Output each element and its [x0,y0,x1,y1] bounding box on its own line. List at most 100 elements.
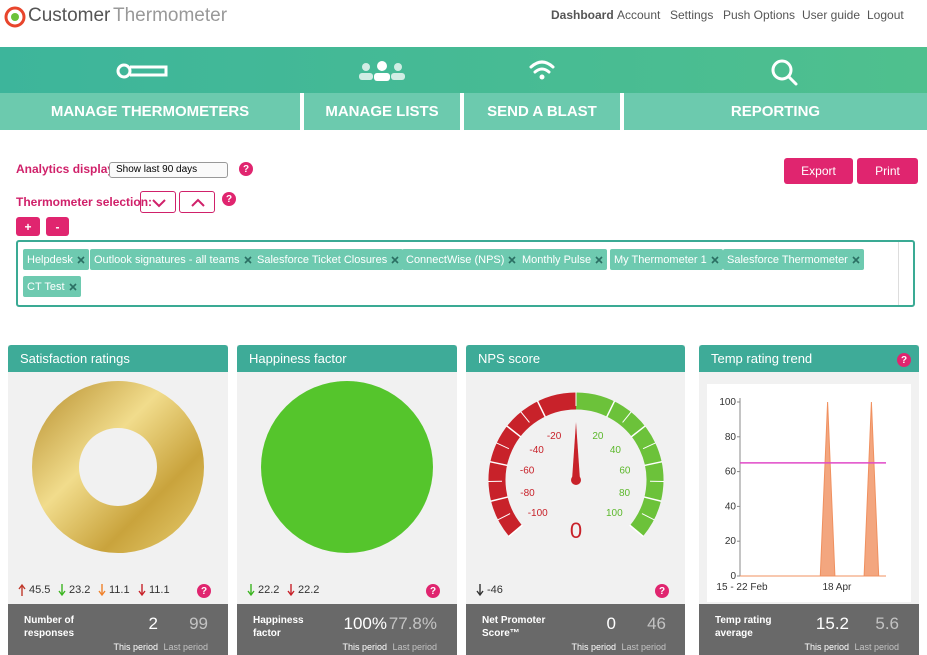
tag-label: Outlook signatures - all teams [94,253,240,266]
gauge-tick [644,460,663,467]
help-icon[interactable]: ? [222,192,236,206]
trend-arrow [247,584,255,597]
tag-remove[interactable] [240,255,252,265]
y-tick-label: 0 [730,571,736,582]
logo-ring [4,6,26,28]
nps-gauge: -100 -80 -60 -40-20 20 40 60 80 100 0 [488,392,664,543]
tag[interactable]: CT Test [23,276,81,297]
panel-footer: Net Promoter Score™ 0 46 This period Last pe… [466,604,685,655]
gauge-tick-label: 80 [619,488,631,499]
gauge-minor-tick [496,442,510,450]
arrow [58,584,66,597]
arrow [98,584,106,597]
arrow [287,584,295,597]
help-icon[interactable]: ? [426,584,440,598]
lists-icon-main [374,61,390,81]
tab[interactable]: MANAGE THERMOMETERS [0,93,300,130]
tag-label: Monthly Pulse [522,253,592,266]
tab[interactable]: MANAGE LISTS [304,93,460,130]
tab[interactable]: REPORTING [624,93,927,130]
tag[interactable]: Salesforce Thermometer [723,249,864,270]
period-select[interactable]: Show last 90 days [109,162,228,178]
tag-remove[interactable] [73,255,85,265]
tag-remove[interactable] [848,255,860,265]
help-icon[interactable]: ? [197,584,211,598]
logo-dot [11,13,19,21]
tag[interactable]: ConnectWise (NPS) [402,249,521,270]
nav-link[interactable]: Dashboard [551,8,614,22]
panel-footer: Number of responses 2 99 This period Last pe… [8,604,228,655]
tag-remove[interactable] [65,282,77,292]
y-tick-label: 80 [725,432,737,443]
print-button[interactable]: Print [857,158,918,184]
previous-value: 46 [647,614,666,633]
gauge-tick-label: 100 [606,508,623,519]
analytics-label: Analytics display: [16,162,119,176]
add-button[interactable]: + [16,217,40,236]
previous-value: 5.6 [875,614,899,633]
remove-x [77,255,85,264]
tag[interactable]: Helpdesk [23,249,89,270]
gauge-tick [606,400,616,418]
current-caption: This period [571,642,616,652]
y-tick-label: 40 [725,501,737,512]
help-icon[interactable]: ? [897,353,911,367]
pie-chart [261,381,433,553]
current-caption: This period [804,642,849,652]
tag-label: Helpdesk [27,253,73,266]
help-icon[interactable]: ? [655,584,669,598]
arrow-button[interactable] [179,191,215,213]
previous-caption: Last period [163,642,208,652]
tag-remove[interactable] [591,255,603,265]
tag[interactable]: My Thermometer 1 [610,249,723,270]
previous-caption: Last period [621,642,666,652]
panel: NPS score Net Promoter Score™ 0 46 This peri… [466,345,685,655]
stat-value: 23.2 [69,584,91,596]
arrow-button[interactable] [140,191,176,213]
x-tick-label: 18 Apr [822,582,852,593]
export-button[interactable]: Export [784,158,853,184]
stat-value: 11.1 [149,584,170,596]
trend-arrow [476,584,484,597]
blast-icon [529,60,555,74]
tag[interactable]: Monthly Pulse [518,249,608,270]
tab[interactable]: SEND A BLAST [464,93,620,130]
remove-button[interactable]: - [46,217,69,236]
nav-link[interactable]: User guide [802,8,861,22]
tag-scroll [898,242,899,305]
nav-link[interactable]: Settings [670,8,714,22]
remove-x [391,255,399,264]
tag-remove[interactable] [504,255,516,265]
gauge-tick-label: -100 [528,508,548,519]
logo-brand: Customer [28,5,111,26]
nav-link[interactable]: Account [617,8,661,22]
current-caption: This period [113,642,158,652]
trend-arrow [58,584,66,597]
tag[interactable]: Outlook signatures - all teams [90,249,256,270]
stat-value: -46 [487,584,503,596]
gauge-value: 0 [570,518,582,543]
nav-link[interactable]: Logout [867,8,904,22]
tag-remove[interactable] [387,255,399,265]
remove-x [508,255,516,264]
tag-remove[interactable] [707,255,719,265]
gauge-minor-tick [642,442,656,450]
panel-footer: Happiness factor 100% 77.8% This period Last… [237,604,457,655]
current-value: 0 [606,614,616,633]
gauge-tick-label: -60 [520,466,535,477]
help-icon[interactable]: ? [239,162,253,176]
gauge-needle [572,422,580,480]
gauge-minor-tick [520,411,530,423]
chevron-icon [191,198,205,207]
logo-icon [4,6,26,28]
nav-link[interactable]: Push Options [723,8,796,22]
arrow [18,583,26,596]
tag[interactable]: Salesforce Ticket Closures [253,249,404,270]
gauge-tick [506,425,522,438]
current-caption: This period [342,642,387,652]
tag-box[interactable]: Helpdesk Outlook signatures - all teams Sa… [16,240,915,307]
stat-value: 22.2 [258,584,280,596]
previous-value: 99 [189,614,208,633]
previous-value: 77.8% [388,614,437,633]
panel: Satisfaction ratings Number of responses 2… [8,345,228,655]
